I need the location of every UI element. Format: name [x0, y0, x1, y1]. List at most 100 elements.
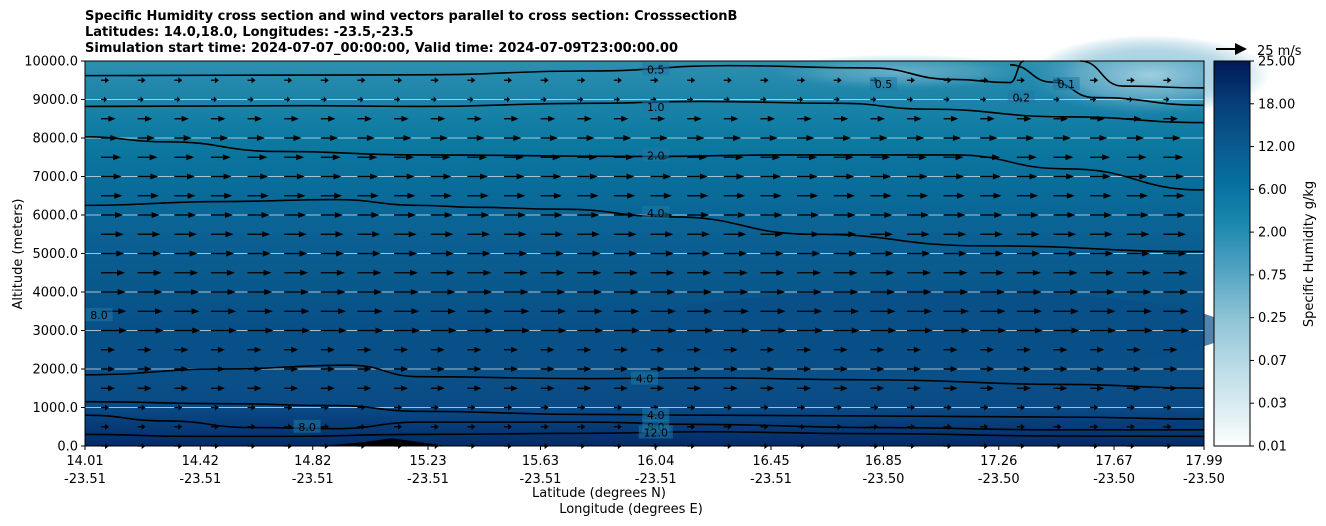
wind-vector-head — [987, 346, 995, 353]
wind-vector-head — [521, 327, 530, 334]
wind-vector-head — [593, 269, 602, 276]
wind-vector-head — [335, 231, 344, 238]
wind-vector-head — [877, 366, 885, 372]
x-tick-label-lat: 14.01 — [66, 454, 103, 469]
quiver-key-label: 25 m/s — [1257, 44, 1302, 59]
wind-vector-head — [616, 96, 620, 103]
wind-vector-head — [1167, 404, 1172, 411]
wind-vector-head — [406, 154, 415, 161]
wind-vector-head — [1071, 327, 1080, 334]
contour-label-bg — [642, 408, 670, 422]
wind-vector-head — [657, 115, 666, 122]
wind-vector-head — [955, 154, 964, 161]
wind-vector-head — [262, 231, 271, 238]
wind-vector-head — [398, 404, 403, 411]
wind-vector-head — [513, 135, 522, 141]
wind-vector-head — [375, 327, 384, 334]
wind-vector-head — [584, 346, 592, 353]
wind-vector-head — [812, 250, 821, 257]
wind-vector-head — [1178, 250, 1187, 257]
wind-vector-head — [913, 366, 921, 372]
wind-vector-head — [1170, 115, 1179, 122]
wind-vector-head — [553, 173, 562, 180]
wind-vector-head — [364, 366, 372, 372]
wind-vector-head — [810, 192, 819, 199]
wind-vector-head — [104, 96, 107, 103]
contour-label-bg — [1052, 77, 1080, 91]
wind-vector-head — [256, 135, 265, 141]
wind-vector-head — [547, 115, 556, 122]
wind-vector-head — [151, 212, 160, 218]
wind-vector-head — [593, 289, 602, 295]
x-tick-label-lat: 17.26 — [980, 454, 1017, 469]
wind-vector-head — [297, 192, 306, 199]
wind-vector-head — [627, 212, 636, 218]
wind-vector-head — [507, 423, 512, 430]
wind-vector-head — [956, 173, 965, 180]
wind-vector-head — [510, 385, 518, 392]
wind-vector-head — [815, 327, 824, 334]
wind-vector-head — [291, 346, 299, 353]
contour-labels: 0.50.50.10.21.02.04.08.04.04.08.012.08.0 — [85, 62, 1080, 440]
wind-vector-head — [995, 250, 1004, 257]
wind-vector-head — [410, 289, 419, 295]
wind-vector-head — [397, 96, 401, 103]
wind-vector-head — [997, 308, 1006, 315]
wind-vector-head — [251, 423, 256, 430]
wind-vector-head — [885, 250, 894, 257]
contour-label-bg — [631, 371, 658, 385]
wind-vector-head — [703, 289, 712, 295]
wind-vector-head — [549, 135, 558, 141]
wind-vector-head — [518, 231, 527, 238]
wind-vector-head — [1133, 366, 1141, 372]
wind-vector-head — [1060, 366, 1068, 372]
contour-label: 4.0 — [647, 409, 665, 422]
wind-vector-head — [519, 250, 528, 257]
wind-vector-head — [1167, 423, 1172, 430]
wind-vector-head — [631, 327, 640, 334]
wind-vector-head — [777, 289, 786, 295]
wind-vector-head — [1176, 173, 1185, 180]
wind-vector-head — [437, 366, 445, 372]
wind-vector-head — [592, 250, 601, 257]
wind-vector-head — [1060, 346, 1068, 353]
wind-vectors — [101, 77, 1190, 449]
wind-vector-head — [910, 404, 915, 411]
wind-vector-head — [877, 346, 885, 353]
wind-vector-head — [1180, 289, 1189, 295]
wind-vector-head — [667, 308, 676, 315]
wind-vector-head — [520, 289, 529, 295]
wind-vector-head — [328, 115, 336, 122]
wind-vector-head — [851, 327, 860, 334]
wind-vector-head — [144, 385, 152, 392]
wind-vector-head — [444, 212, 453, 218]
colorbar-tick-label: 0.25 — [1258, 311, 1287, 326]
wind-vector-head — [1133, 385, 1141, 392]
wind-vector-head — [1099, 135, 1108, 141]
wind-vector-head — [1068, 231, 1077, 238]
wind-vector-head — [1029, 173, 1038, 180]
wind-vector-head — [773, 173, 782, 180]
wind-vector-head — [1129, 96, 1133, 103]
wind-vector-head — [924, 327, 933, 334]
wind-vector-head — [480, 192, 489, 199]
y-tick-label: 5000.0 — [33, 247, 79, 262]
wind-vector-head — [302, 327, 311, 334]
wind-vector-head — [629, 269, 638, 276]
wind-vector-head — [1020, 77, 1025, 84]
wind-vector-head — [291, 115, 299, 122]
wind-vector-head — [556, 269, 565, 276]
wind-vector-head — [663, 173, 672, 180]
wind-vector-head — [1130, 423, 1135, 430]
wind-vector-head — [694, 115, 702, 122]
wind-vector-head — [228, 327, 237, 334]
wind-vector-head — [769, 135, 778, 141]
wind-vector-head — [144, 346, 152, 353]
wind-vector-head — [1106, 289, 1115, 295]
wind-vector-head — [701, 231, 710, 238]
wind-vector-head — [372, 231, 381, 238]
wind-vector-head — [324, 77, 329, 84]
wind-vector-head — [334, 192, 343, 199]
x-tick-label-lat: 16.85 — [865, 454, 902, 469]
wind-vector-head — [584, 385, 592, 392]
